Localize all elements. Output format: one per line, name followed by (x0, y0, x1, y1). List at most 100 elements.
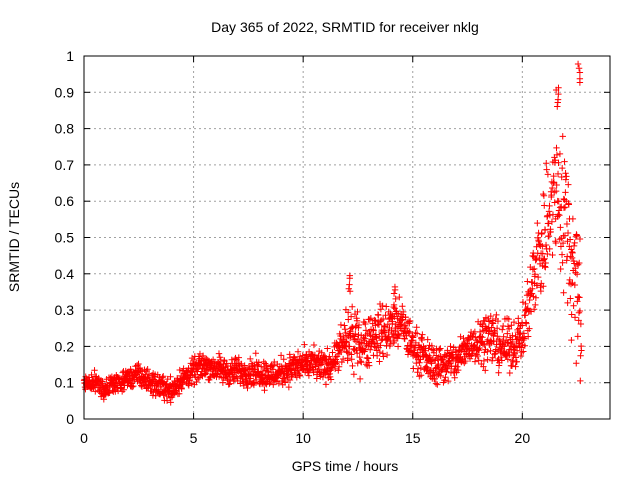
data-point-marker (391, 286, 399, 294)
chart-title: Day 365 of 2022, SRMTID for receiver nkl… (211, 19, 479, 35)
data-point-marker (255, 359, 263, 366)
data-point-marker (371, 316, 378, 324)
data-point-marker (225, 381, 233, 388)
data-point-marker (396, 293, 403, 301)
data-point-marker (324, 360, 332, 367)
data-point-marker (482, 367, 489, 374)
data-point-marker (163, 380, 170, 387)
data-point-marker (310, 369, 317, 376)
x-tick-label: 5 (190, 430, 198, 446)
data-point-marker (322, 381, 330, 388)
data-point-marker (537, 287, 545, 295)
data-point-marker (195, 365, 202, 373)
data-point-marker (100, 396, 108, 403)
data-point-marker (577, 352, 584, 359)
data-point-marker (555, 159, 562, 166)
data-point-marker (549, 184, 556, 192)
data-point-marker (559, 259, 566, 266)
data-point-marker (559, 164, 566, 172)
data-point-marker (358, 359, 365, 366)
data-point-marker (522, 311, 529, 319)
y-tick-label: 0.6 (55, 193, 75, 209)
data-point-marker (533, 281, 541, 289)
data-point-marker (574, 333, 582, 340)
data-point-marker (546, 245, 553, 253)
data-point-marker (425, 370, 432, 377)
data-point-marker (548, 191, 555, 199)
data-point-marker (556, 150, 564, 158)
data-point-marker (475, 357, 482, 364)
data-point-marker (397, 320, 404, 328)
data-point-marker (396, 332, 403, 340)
data-point-marker (398, 317, 405, 324)
data-point-marker (529, 266, 537, 273)
data-point-marker (577, 320, 585, 328)
data-point-marker (552, 157, 559, 164)
data-point-marker (438, 367, 445, 374)
data-points (80, 60, 585, 406)
data-point-marker (353, 350, 361, 357)
data-point-marker (520, 348, 527, 355)
data-point-marker (546, 202, 553, 210)
data-point-marker (500, 333, 507, 341)
grid (84, 56, 610, 419)
data-point-marker (567, 253, 574, 260)
data-point-marker (349, 362, 356, 370)
data-point-marker (512, 363, 519, 370)
data-point-marker (319, 373, 327, 381)
data-point-marker (215, 373, 223, 380)
data-point-marker (532, 301, 539, 309)
data-point-marker (399, 303, 406, 310)
data-point-marker (444, 377, 452, 385)
data-point-marker (501, 342, 508, 350)
data-point-marker (346, 343, 353, 350)
data-point-marker (569, 215, 577, 223)
data-point-marker (327, 376, 335, 383)
data-point-marker (541, 226, 549, 234)
data-point-marker (540, 256, 547, 263)
data-point-marker (353, 317, 361, 324)
data-point-marker (443, 368, 450, 375)
data-point-marker (554, 99, 561, 106)
data-point-marker (409, 333, 416, 340)
data-point-marker (296, 372, 304, 380)
data-point-marker (176, 366, 183, 374)
data-point-marker (568, 336, 575, 344)
data-point-marker (413, 324, 420, 331)
data-point-marker (390, 301, 398, 309)
data-point-marker (493, 325, 501, 332)
data-point-marker (545, 220, 552, 227)
data-point-marker (563, 257, 570, 264)
data-point-marker (176, 390, 183, 397)
data-point-marker (339, 355, 347, 363)
x-axis-label: GPS time / hours (292, 458, 399, 474)
data-point-marker (285, 383, 293, 391)
data-point-marker (523, 320, 530, 327)
data-point-marker (575, 65, 583, 72)
data-point-marker (244, 384, 251, 392)
data-point-marker (167, 373, 174, 380)
data-point-marker (506, 369, 513, 377)
data-point-marker (484, 356, 491, 363)
data-point-marker (150, 376, 158, 384)
data-point-marker (466, 355, 474, 362)
data-point-marker (354, 335, 362, 343)
data-point-marker (167, 399, 174, 406)
data-point-marker (573, 271, 581, 278)
data-point-marker (145, 370, 153, 378)
data-point-marker (515, 325, 523, 332)
data-point-marker (362, 327, 370, 334)
data-point-marker (160, 373, 167, 380)
data-point-marker (436, 346, 443, 354)
data-point-marker (566, 236, 574, 243)
data-point-marker (531, 271, 539, 278)
data-point-marker (344, 354, 351, 362)
data-point-marker (361, 335, 369, 342)
data-point-marker (324, 345, 331, 352)
data-point-marker (240, 382, 247, 389)
data-point-marker (539, 243, 546, 250)
data-point-marker (563, 173, 570, 180)
data-point-marker (329, 349, 336, 356)
data-point-marker (476, 328, 484, 336)
data-point-marker (552, 86, 560, 94)
